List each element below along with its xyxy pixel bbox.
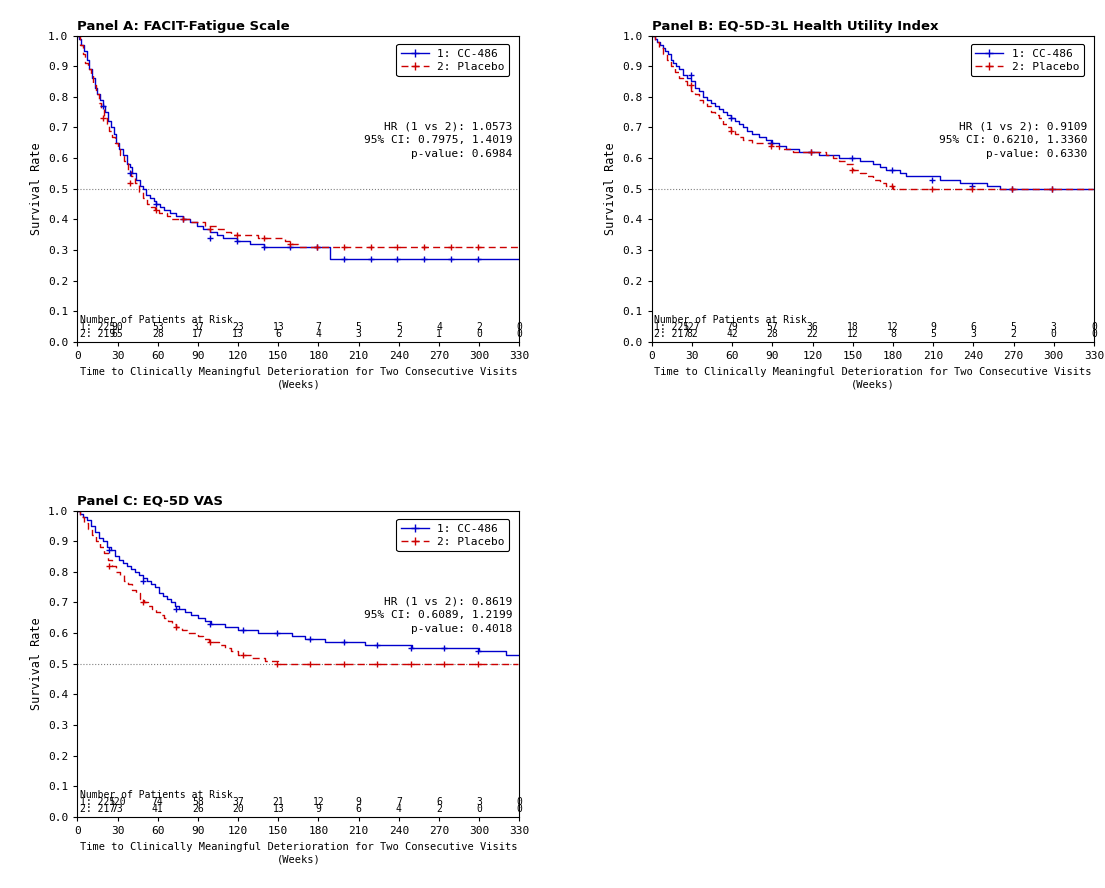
- Text: HR (1 vs 2): 1.0573
95% CI: 0.7975, 1.4019
p-value: 0.6984: HR (1 vs 2): 1.0573 95% CI: 0.7975, 1.40…: [365, 122, 513, 159]
- Text: 5: 5: [356, 321, 361, 332]
- Text: 22: 22: [807, 329, 819, 339]
- Text: 0: 0: [476, 804, 482, 814]
- Text: 13: 13: [273, 804, 284, 814]
- Text: 5: 5: [1011, 321, 1017, 332]
- Text: Number of Patients at Risk: Number of Patients at Risk: [80, 790, 232, 800]
- Text: 120: 120: [108, 797, 126, 807]
- Text: 9: 9: [316, 804, 322, 814]
- Text: 73: 73: [112, 804, 124, 814]
- Y-axis label: Survival Rate: Survival Rate: [30, 142, 42, 235]
- Text: 7: 7: [316, 321, 322, 332]
- Text: HR (1 vs 2): 0.8619
95% CI: 0.6089, 1.2199
p-value: 0.4018: HR (1 vs 2): 0.8619 95% CI: 0.6089, 1.21…: [365, 597, 513, 634]
- Text: 8: 8: [891, 329, 896, 339]
- Text: 3: 3: [356, 329, 361, 339]
- Text: 0: 0: [516, 797, 523, 807]
- Y-axis label: Survival Rate: Survival Rate: [604, 142, 617, 235]
- Text: Panel B: EQ-5D-3L Health Utility Index: Panel B: EQ-5D-3L Health Utility Index: [652, 20, 938, 33]
- Text: 37: 37: [232, 797, 244, 807]
- Legend: 1: CC-486, 2: Placebo: 1: CC-486, 2: Placebo: [971, 44, 1084, 76]
- Text: 0: 0: [516, 329, 523, 339]
- Text: 2: 2: [476, 321, 482, 332]
- Text: 2: 217: 2: 217: [654, 329, 690, 339]
- Text: 12: 12: [313, 797, 324, 807]
- X-axis label: Time to Clinically Meaningful Deterioration for Two Consecutive Visits
(Weeks): Time to Clinically Meaningful Deteriorat…: [80, 842, 517, 865]
- Text: 2: 2: [436, 804, 442, 814]
- Text: 2: 2: [1011, 329, 1017, 339]
- Text: Panel A: FACIT-Fatigue Scale: Panel A: FACIT-Fatigue Scale: [77, 20, 290, 33]
- Text: 6: 6: [275, 329, 281, 339]
- Text: Number of Patients at Risk: Number of Patients at Risk: [80, 315, 232, 325]
- Text: 90: 90: [112, 321, 124, 332]
- Text: 4: 4: [436, 321, 442, 332]
- Text: 5: 5: [930, 329, 936, 339]
- Text: 21: 21: [273, 797, 284, 807]
- Text: 0: 0: [1091, 329, 1097, 339]
- Text: HR (1 vs 2): 0.9109
95% CI: 0.6210, 1.3360
p-value: 0.6330: HR (1 vs 2): 0.9109 95% CI: 0.6210, 1.33…: [939, 122, 1087, 159]
- Text: 41: 41: [151, 804, 164, 814]
- Text: 28: 28: [151, 329, 164, 339]
- Text: 42: 42: [726, 329, 738, 339]
- Text: 20: 20: [232, 804, 244, 814]
- Text: 17: 17: [192, 329, 203, 339]
- Text: 28: 28: [767, 329, 778, 339]
- Text: 3: 3: [1051, 321, 1056, 332]
- Text: 23: 23: [232, 321, 244, 332]
- Legend: 1: CC-486, 2: Placebo: 1: CC-486, 2: Placebo: [397, 519, 509, 551]
- Text: 2: 2: [396, 329, 402, 339]
- Text: 57: 57: [767, 321, 778, 332]
- Text: 79: 79: [726, 321, 738, 332]
- Text: 1: 1: [436, 329, 442, 339]
- Text: 0: 0: [516, 804, 523, 814]
- Text: 6: 6: [436, 797, 442, 807]
- Text: 1: 225: 1: 225: [80, 321, 115, 332]
- Text: 2: 219: 2: 219: [80, 329, 115, 339]
- X-axis label: Time to Clinically Meaningful Deterioration for Two Consecutive Visits
(Weeks): Time to Clinically Meaningful Deteriorat…: [80, 367, 517, 390]
- Text: 13: 13: [232, 329, 244, 339]
- Text: 12: 12: [887, 321, 898, 332]
- Text: 6: 6: [356, 804, 361, 814]
- Text: 53: 53: [151, 321, 164, 332]
- Text: 4: 4: [396, 804, 402, 814]
- Text: 13: 13: [273, 321, 284, 332]
- Text: Number of Patients at Risk: Number of Patients at Risk: [654, 315, 807, 325]
- Text: 1: 225: 1: 225: [80, 797, 115, 807]
- Text: 12: 12: [848, 329, 859, 339]
- Text: 0: 0: [1051, 329, 1056, 339]
- Legend: 1: CC-486, 2: Placebo: 1: CC-486, 2: Placebo: [397, 44, 509, 76]
- Y-axis label: Survival Rate: Survival Rate: [30, 617, 42, 710]
- Text: 65: 65: [112, 329, 124, 339]
- Text: 18: 18: [848, 321, 859, 332]
- Text: 1: 225: 1: 225: [654, 321, 690, 332]
- Text: 4: 4: [316, 329, 322, 339]
- Text: 36: 36: [807, 321, 819, 332]
- Text: 9: 9: [356, 797, 361, 807]
- Text: 2: 217: 2: 217: [80, 804, 115, 814]
- Text: 7: 7: [396, 797, 402, 807]
- Text: 26: 26: [192, 804, 203, 814]
- Text: 127: 127: [683, 321, 701, 332]
- Text: 0: 0: [476, 329, 482, 339]
- Text: 3: 3: [476, 797, 482, 807]
- Text: 6: 6: [970, 321, 977, 332]
- X-axis label: Time to Clinically Meaningful Deterioration for Two Consecutive Visits
(Weeks): Time to Clinically Meaningful Deteriorat…: [654, 367, 1092, 390]
- Text: 58: 58: [192, 797, 203, 807]
- Text: Panel C: EQ-5D VAS: Panel C: EQ-5D VAS: [77, 495, 223, 508]
- Text: 74: 74: [151, 797, 164, 807]
- Text: 0: 0: [516, 321, 523, 332]
- Text: 0: 0: [1091, 321, 1097, 332]
- Text: 9: 9: [930, 321, 936, 332]
- Text: 82: 82: [686, 329, 698, 339]
- Text: 3: 3: [970, 329, 977, 339]
- Text: 5: 5: [396, 321, 402, 332]
- Text: 37: 37: [192, 321, 203, 332]
